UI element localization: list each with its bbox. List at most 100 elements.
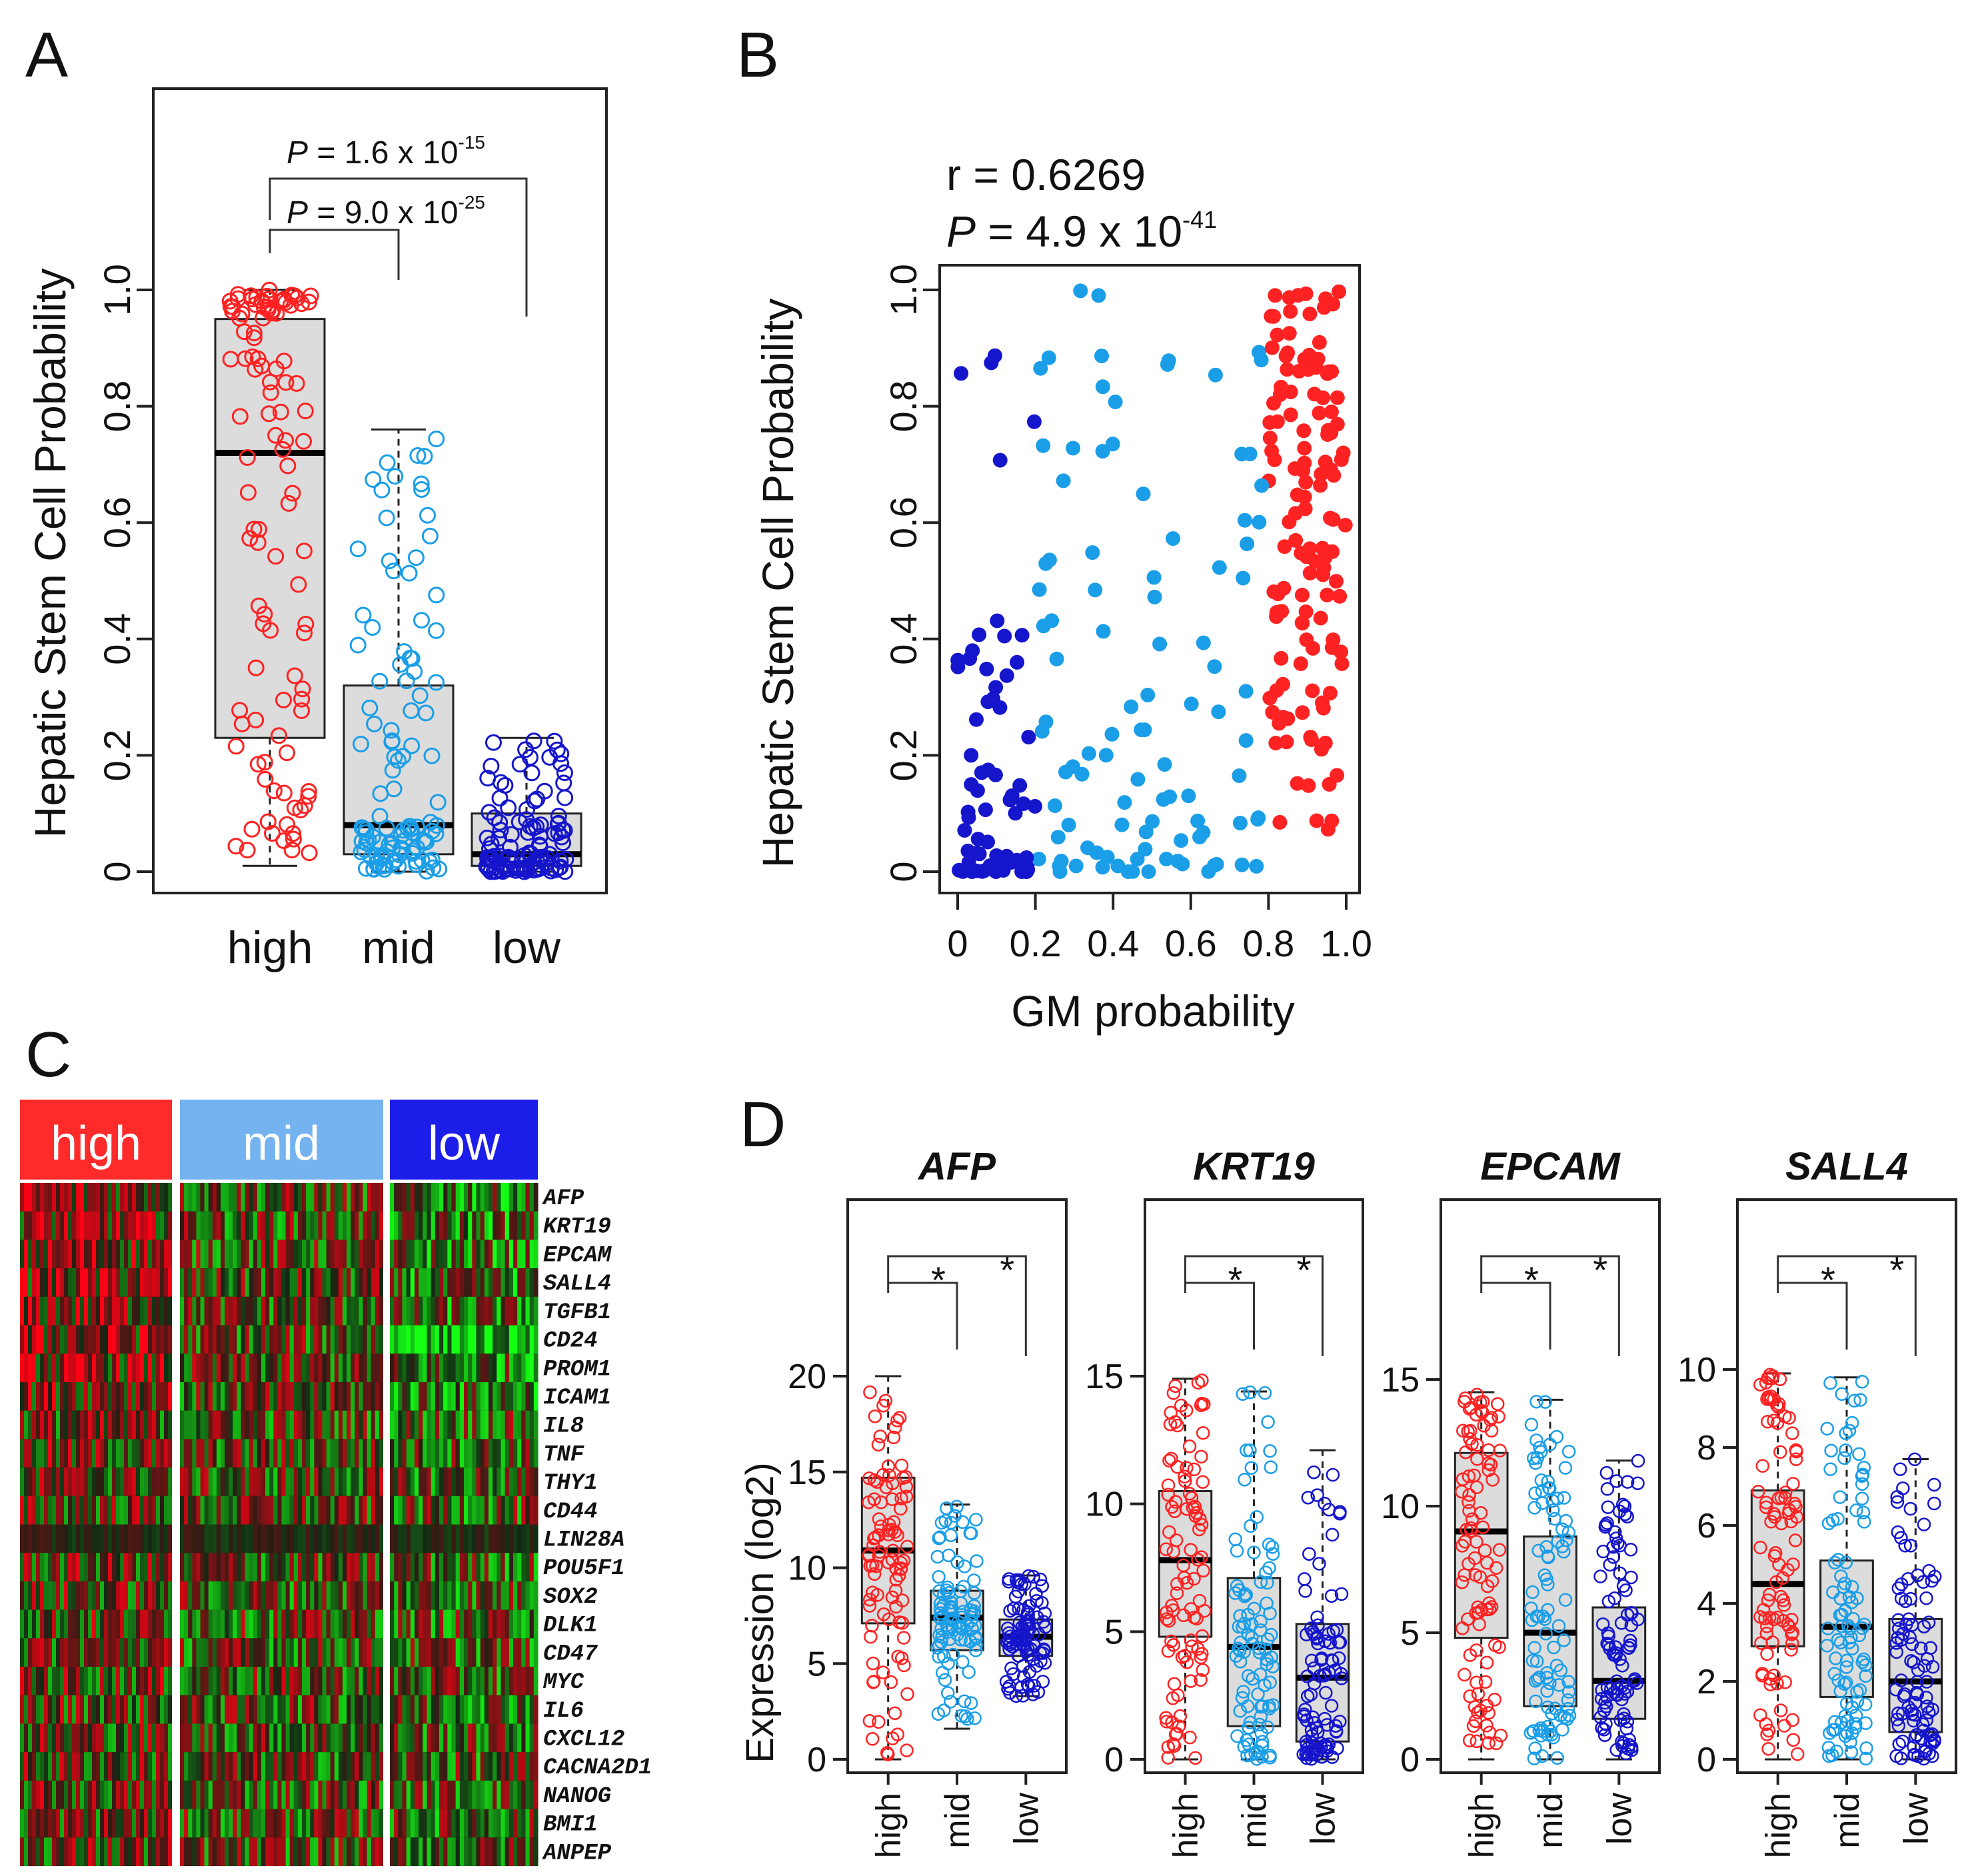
heatmap-cell: [84, 1723, 89, 1753]
heatmap-cell: [216, 1553, 221, 1581]
heatmap-cell: [273, 1723, 278, 1753]
panel-b-point: [1236, 570, 1251, 586]
heatmap-cell: [221, 1354, 225, 1382]
heatmap-cell: [160, 1211, 165, 1240]
panel-d-krt19-point: [1184, 1543, 1198, 1557]
heatmap-cell: [406, 1296, 411, 1326]
heatmap-cell: [253, 1581, 258, 1610]
heatmap-cell: [204, 1183, 209, 1212]
panel-d-afp-point: [1002, 1572, 1016, 1586]
panel-d-krt19-point: [1239, 1587, 1254, 1602]
heatmap-cell: [144, 1809, 149, 1838]
heatmap-cell: [160, 1667, 165, 1695]
heatmap-cell: [229, 1183, 233, 1212]
heatmap-cell: [330, 1268, 335, 1297]
heatmap-cell: [261, 1296, 266, 1326]
heatmap-cell: [120, 1211, 125, 1240]
heatmap-cell: [314, 1325, 319, 1354]
heatmap-cell: [447, 1268, 453, 1297]
heatmap-cell: [476, 1752, 481, 1781]
heatmap-cell: [241, 1325, 246, 1354]
heatmap-cell: [269, 1410, 274, 1439]
panel-a-point: [365, 471, 382, 488]
heatmap-cell: [322, 1581, 327, 1610]
heatmap-cell: [472, 1667, 477, 1695]
panel-d-afp-point: [895, 1593, 910, 1607]
heatmap-cell: [76, 1268, 81, 1297]
heatmap-cell: [343, 1837, 347, 1866]
heatmap-cell: [265, 1638, 270, 1667]
heatmap-cell: [241, 1609, 246, 1639]
heatmap-cell: [451, 1325, 457, 1354]
heatmap-cell: [40, 1780, 45, 1809]
heatmap-cell: [80, 1809, 85, 1838]
panel-b-point: [990, 613, 1005, 628]
heatmap-cell: [233, 1240, 237, 1269]
heatmap-cell: [84, 1211, 89, 1240]
heatmap-cell: [459, 1752, 465, 1781]
panel-label-d: D: [740, 1089, 786, 1160]
heatmap-cell: [533, 1183, 538, 1212]
heatmap-cell: [326, 1667, 331, 1695]
heatmap-cell: [525, 1439, 530, 1468]
heatmap-cell: [306, 1211, 311, 1240]
heatmap-cell: [112, 1382, 117, 1411]
heatmap-cell: [257, 1553, 262, 1581]
heatmap-cell: [492, 1211, 497, 1240]
heatmap-cell: [375, 1667, 380, 1695]
heatmap-cell: [88, 1553, 93, 1581]
heatmap-cell: [351, 1723, 355, 1753]
panel-a-point: [256, 606, 273, 623]
heatmap-cell: [423, 1240, 428, 1269]
heatmap-cell: [180, 1268, 185, 1297]
heatmap-cell: [112, 1638, 117, 1667]
panel-d-x-label: low: [1304, 1793, 1343, 1845]
panel-a-point: [270, 727, 287, 744]
heatmap-cell: [521, 1183, 526, 1212]
heatmap-cell: [40, 1439, 45, 1468]
panel-d-epcam-point: [1537, 1568, 1552, 1582]
heatmap-cell: [410, 1354, 415, 1382]
panel-d-epcam-point: [1609, 1674, 1624, 1689]
heatmap-cell: [164, 1609, 169, 1639]
heatmap-cell: [322, 1211, 327, 1240]
panel-d-epcam-point: [1529, 1694, 1543, 1709]
heatmap-cell: [60, 1410, 65, 1439]
heatmap-cell: [116, 1581, 121, 1610]
panel-b-point: [1238, 684, 1254, 699]
heatmap-cell: [48, 1183, 53, 1212]
panel-d-krt19-point: [1243, 1443, 1257, 1457]
heatmap-cell: [375, 1467, 380, 1496]
heatmap-cell: [398, 1638, 403, 1667]
heatmap-cell: [28, 1325, 33, 1354]
heatmap-cell: [112, 1354, 117, 1382]
heatmap-cell: [306, 1752, 311, 1781]
heatmap-cell: [36, 1240, 41, 1269]
panel-d-krt19-point: [1164, 1451, 1178, 1465]
panel-d-krt19-point: [1260, 1657, 1274, 1671]
heatmap-cell: [269, 1780, 274, 1809]
panel-b-point: [1274, 650, 1289, 666]
panel-a-point: [275, 832, 293, 849]
heatmap-cell: [128, 1296, 133, 1326]
heatmap-cell: [184, 1183, 189, 1212]
heatmap-cell: [64, 1325, 69, 1354]
panel-b-point: [1279, 734, 1294, 750]
panel-d-sall4-point: [1839, 1443, 1853, 1457]
panel-d-krt19-point: [1192, 1522, 1206, 1537]
heatmap-cell: [245, 1410, 250, 1439]
heatmap-cell: [156, 1211, 161, 1240]
heatmap-cell: [513, 1723, 518, 1753]
heatmap-cell: [375, 1211, 380, 1240]
panel-d-epcam-point: [1473, 1570, 1487, 1584]
panel-d-title-sall4: SALL4: [1785, 1145, 1908, 1188]
panel-a-point: [530, 836, 548, 854]
heatmap-cell: [72, 1837, 77, 1866]
heatmap-cell: [269, 1638, 274, 1667]
heatmap-cell: [241, 1211, 246, 1240]
heatmap-cell: [72, 1609, 77, 1639]
heatmap-cell: [476, 1467, 481, 1496]
heatmap-group-label-low: low: [428, 1117, 500, 1170]
heatmap-cell: [533, 1581, 538, 1610]
heatmap-cell: [480, 1752, 485, 1781]
